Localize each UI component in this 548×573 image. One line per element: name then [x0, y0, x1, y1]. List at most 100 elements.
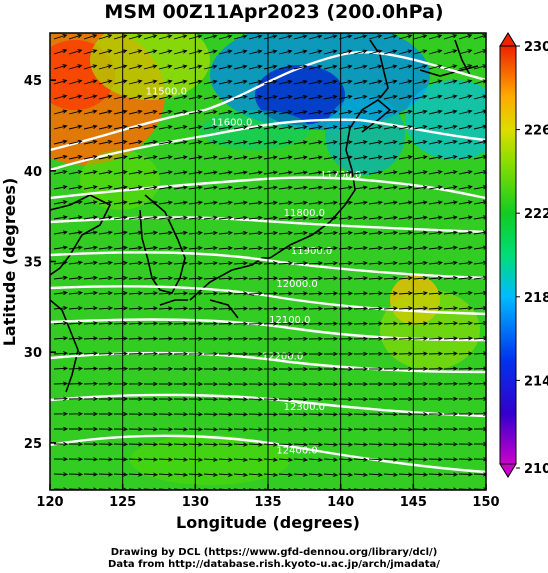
wind-arrow [263, 381, 279, 387]
wind-arrow [383, 215, 398, 220]
wind-arrow [324, 366, 339, 372]
wind-arrow [158, 200, 173, 205]
wind-arrow [293, 245, 308, 251]
wind-arrow [458, 64, 473, 70]
wind-arrow [98, 336, 114, 341]
wind-arrow [428, 155, 443, 160]
wind-arrow [113, 290, 128, 296]
colorbar-top-arrow [499, 32, 517, 47]
wind-arrow [473, 124, 486, 130]
wind-arrow [398, 170, 413, 175]
wind-arrow [128, 366, 144, 371]
wind-arrow [68, 260, 83, 265]
wind-arrow [443, 94, 458, 100]
wind-arrow [158, 140, 173, 145]
wind-arrow [203, 351, 219, 357]
wind-arrow [398, 457, 414, 462]
wind-arrow [218, 64, 233, 70]
wind-arrow [278, 215, 293, 221]
wind-arrow [293, 230, 308, 236]
wind-arrow [278, 397, 294, 402]
wind-arrow [128, 79, 143, 85]
wind-arrow [263, 261, 279, 266]
wind-arrow [143, 396, 159, 402]
wind-arrow [203, 276, 219, 281]
wind-arrow [473, 275, 486, 280]
wind-arrow [413, 321, 429, 326]
wind-arrow [473, 79, 486, 85]
wind-arrow [53, 456, 69, 462]
wind-arrow [113, 139, 128, 145]
wind-arrow [308, 261, 324, 266]
wind-arrow [458, 215, 473, 220]
wind-arrow [98, 64, 113, 70]
wind-arrow [233, 200, 248, 205]
wind-arrow [278, 245, 293, 251]
wind-arrow [143, 245, 158, 251]
wind-arrow [68, 396, 84, 401]
wind-arrow [233, 306, 249, 311]
wind-arrow [353, 291, 369, 296]
wind-arrow [158, 457, 174, 462]
wind-arrow [68, 321, 84, 326]
wind-arrow [248, 306, 264, 311]
wind-arrow [143, 124, 158, 130]
wind-arrow [413, 109, 428, 115]
wind-arrow [128, 170, 143, 175]
wind-arrow [83, 34, 98, 40]
wind-arrow [293, 34, 308, 40]
wind-arrow [143, 275, 158, 281]
wind-arrow [323, 109, 338, 115]
wind-arrow [173, 396, 189, 402]
wind-arrow [233, 321, 249, 326]
wind-arrow [68, 154, 83, 160]
wind-arrow [413, 260, 428, 266]
wind-arrow [143, 472, 159, 477]
wind-arrow [203, 140, 218, 145]
wind-arrow [263, 276, 279, 281]
wind-arrow [83, 411, 99, 417]
wind-arrow [458, 94, 473, 100]
wind-arrow [158, 215, 173, 220]
wind-arrow [263, 366, 279, 372]
wind-arrow [68, 245, 83, 250]
wind-arrow [173, 412, 189, 417]
wind-arrow [173, 457, 189, 462]
wind-arrow [128, 139, 143, 145]
wind-arrow [443, 49, 458, 55]
map-title: MSM 00Z11Apr2023 (200.0hPa) [104, 1, 444, 23]
wind-arrow [173, 472, 189, 477]
wind-arrow [413, 366, 429, 371]
wind-arrow [323, 351, 339, 357]
wind-arrow [473, 185, 486, 190]
wind-arrow [473, 245, 486, 250]
x-tick-label: 120 [36, 495, 63, 510]
wind-arrow [353, 155, 368, 160]
wind-arrow [83, 260, 98, 265]
wind-arrow [278, 140, 293, 145]
wind-arrow [158, 427, 174, 432]
wind-arrow [263, 140, 278, 145]
wind-arrow [353, 34, 368, 40]
wind-arrow [113, 321, 129, 326]
wind-arrow [248, 276, 264, 281]
wind-arrow [98, 170, 113, 175]
wind-arrow [203, 230, 218, 236]
wind-arrow [68, 472, 84, 477]
wind-arrow [443, 336, 459, 341]
wind-arrow [263, 351, 279, 357]
wind-arrow [263, 110, 278, 115]
wind-arrow [233, 472, 249, 477]
wind-arrow [53, 305, 68, 311]
wind-arrow [413, 34, 428, 40]
wind-arrow [383, 230, 398, 235]
wind-arrow [113, 396, 129, 402]
wind-arrow [278, 200, 293, 205]
wind-arrow [308, 155, 323, 160]
wind-arrow [413, 351, 429, 356]
wind-arrow [68, 230, 83, 235]
wind-arrow [443, 109, 458, 115]
wind-arrow [158, 94, 173, 100]
wind-arrow [83, 351, 99, 356]
wind-arrow [248, 351, 264, 357]
